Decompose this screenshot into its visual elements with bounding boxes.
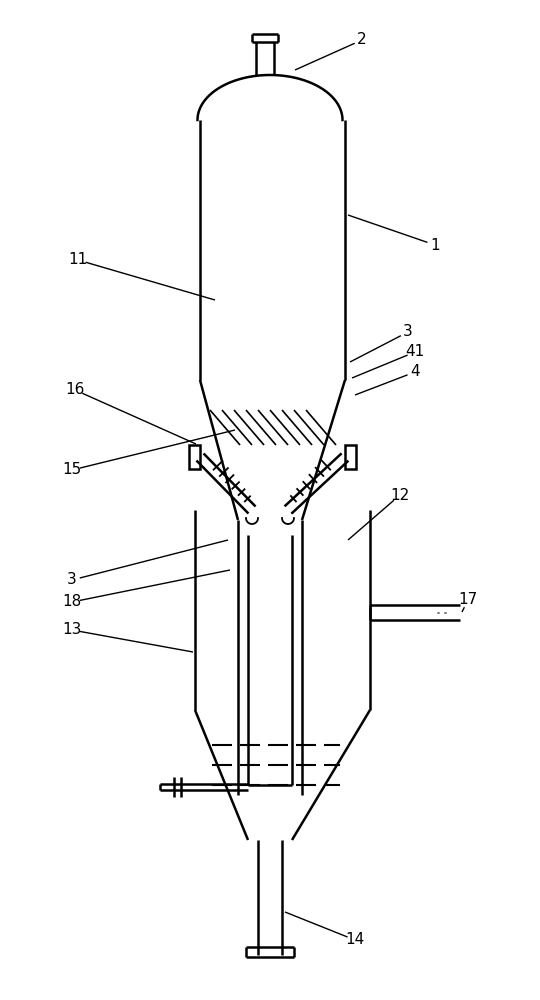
- Text: 18: 18: [63, 594, 82, 609]
- Text: 1: 1: [430, 237, 440, 252]
- Text: 4: 4: [410, 364, 420, 379]
- Bar: [189, 445, 200, 469]
- Text: 3: 3: [67, 572, 77, 587]
- Text: 14: 14: [346, 932, 365, 948]
- Text: 12: 12: [390, 488, 410, 502]
- Text: 2: 2: [357, 32, 367, 47]
- Bar: [345, 445, 356, 469]
- Text: 16: 16: [65, 382, 85, 397]
- Text: 11: 11: [69, 252, 87, 267]
- Text: 13: 13: [62, 622, 82, 638]
- Text: 41: 41: [406, 344, 424, 360]
- Text: 17: 17: [458, 592, 477, 607]
- Text: 15: 15: [63, 462, 82, 478]
- Text: 3: 3: [403, 324, 413, 340]
